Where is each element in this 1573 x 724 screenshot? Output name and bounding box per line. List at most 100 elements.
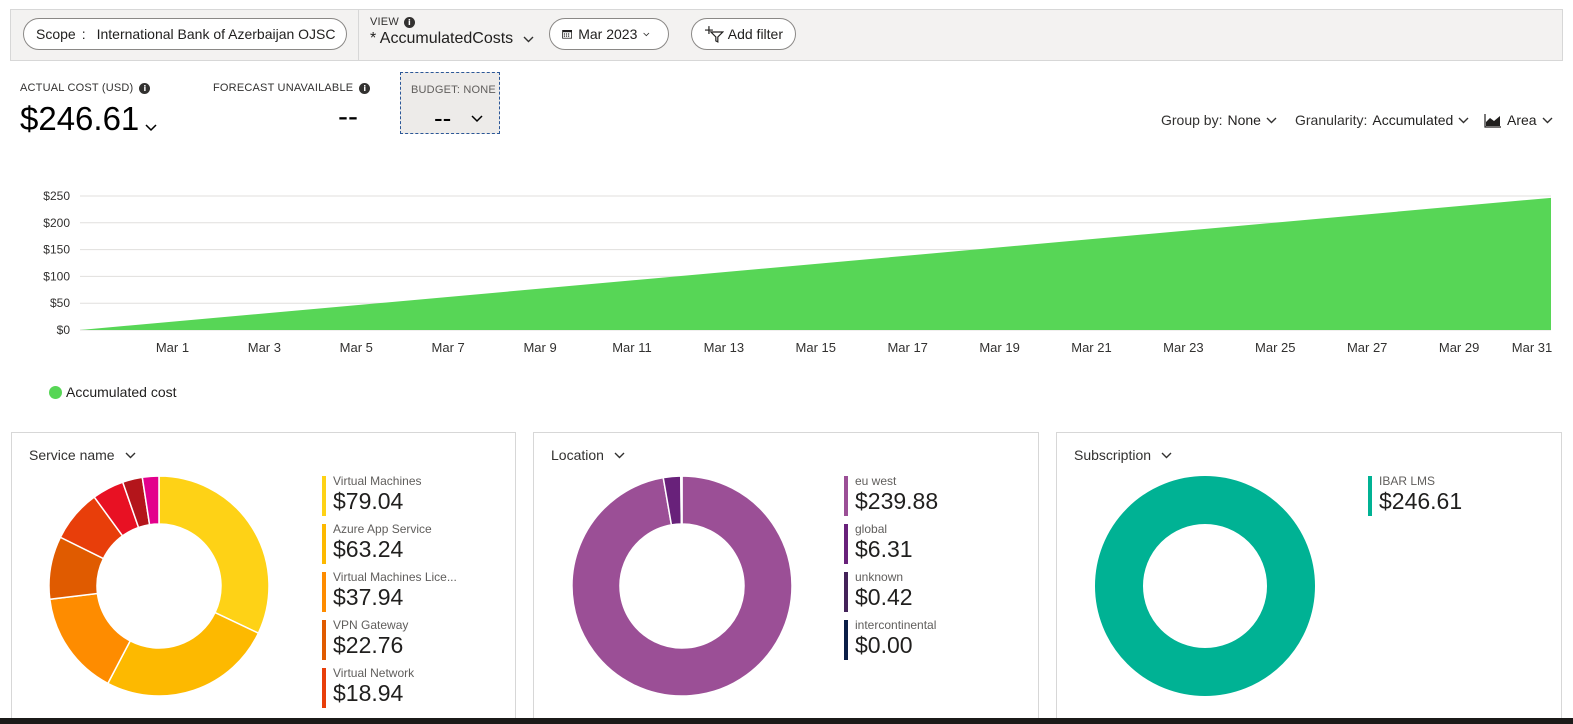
legend-item-value: $63.24 (333, 536, 404, 562)
legend-item-value: $0.42 (855, 584, 913, 610)
chart-type-value: Area (1507, 112, 1537, 128)
chevron-down-icon (125, 452, 136, 458)
budget-kpi-button[interactable]: BUDGET: NONE -- (400, 72, 500, 134)
accumulated-cost-area[interactable] (80, 197, 1551, 330)
add-filter-label: Add filter (727, 26, 783, 42)
legend-color-bar (322, 476, 326, 516)
subscription-legend: IBAR LMS $246.61 (1368, 475, 1462, 523)
subscription-donut (1095, 476, 1315, 696)
chevron-down-icon (1458, 117, 1469, 123)
area-chart-icon (1484, 113, 1501, 128)
legend-item-name: Virtual Machines Lice... (333, 570, 457, 584)
scope-button[interactable]: Scope : International Bank of Azerbaijan… (23, 18, 347, 50)
accumulated-cost-chart: $250 $200 $150 $100 $50 $0 Mar 1 Mar 3 Mar 5 Mar … (43, 189, 1552, 355)
legend-item-value: $18.94 (333, 680, 404, 706)
legend-item[interactable]: intercontinental $0.00 (844, 619, 938, 667)
legend-color-bar (322, 620, 326, 660)
legend-item-value: $0.00 (855, 632, 913, 658)
legend-item[interactable]: Virtual Network $18.94 (322, 667, 457, 715)
legend-item-name: VPN Gateway (333, 618, 409, 632)
forecast-label-row: FORECAST UNAVAILABLE i (213, 82, 371, 94)
subscription-dropdown[interactable]: Subscription (1074, 447, 1172, 463)
legend-color-bar (322, 572, 326, 612)
view-selector[interactable]: VIEW i * AccumulatedCosts (370, 16, 534, 48)
y-tick-label: $50 (50, 296, 70, 310)
card-title: Subscription (1074, 447, 1152, 463)
view-label: VIEW (370, 16, 399, 28)
donut-slice[interactable] (106, 611, 260, 697)
subscription-card: Subscription IBAR LMS $246.61 (1056, 432, 1562, 724)
x-tick-label: Mar 17 (887, 340, 927, 355)
legend-item-name: intercontinental (855, 618, 937, 632)
legend-color-bar (844, 524, 848, 564)
actual-cost-value: $246.61 (20, 100, 140, 137)
budget-value: -- (434, 103, 452, 133)
budget-label: BUDGET: NONE (411, 84, 496, 96)
legend-item[interactable]: Virtual Machines $79.04 (322, 475, 457, 523)
legend-item[interactable]: eu west $239.88 (844, 475, 938, 523)
x-tick-label: Mar 3 (248, 340, 281, 355)
location-donut (571, 475, 793, 697)
legend-color-bar (844, 572, 848, 612)
add-filter-button[interactable]: Add filter (691, 18, 796, 50)
legend-item-name: global (855, 522, 888, 536)
chevron-down-icon (643, 32, 650, 36)
legend-item-value: $22.76 (333, 632, 404, 658)
legend-item-value: $37.94 (333, 584, 404, 610)
x-tick-label: Mar 13 (704, 340, 744, 355)
date-value: Mar 2023 (578, 26, 638, 42)
x-tick-label: Mar 21 (1071, 340, 1111, 355)
add-filter-icon (704, 26, 724, 43)
legend-item[interactable]: unknown $0.42 (844, 571, 938, 619)
chevron-down-icon (1542, 117, 1553, 123)
donut-slice[interactable] (141, 475, 160, 526)
chart-legend[interactable]: Accumulated cost (49, 384, 177, 400)
location-dropdown[interactable]: Location (551, 447, 625, 463)
chevron-down-icon (523, 36, 534, 42)
legend-color-bar (1368, 476, 1372, 516)
legend-item[interactable]: VPN Gateway $22.76 (322, 619, 457, 667)
calendar-icon (562, 30, 573, 39)
command-bar: Scope : International Bank of Azerbaijan… (10, 9, 1563, 61)
legend-item[interactable]: IBAR LMS $246.61 (1368, 475, 1462, 523)
x-tick-label: Mar 11 (612, 340, 652, 355)
card-title: Service name (29, 447, 115, 463)
info-icon: i (359, 82, 371, 94)
legend-dot (49, 385, 62, 399)
donut-slice[interactable] (158, 475, 270, 635)
legend-item[interactable]: Virtual Machines Lice... $37.94 (322, 571, 457, 619)
legend-item-value: $79.04 (333, 488, 404, 514)
actual-cost-kpi[interactable]: ACTUAL COST (USD) i $246.61 (20, 82, 157, 138)
forecast-value: -- (338, 100, 358, 133)
legend-color-bar (322, 668, 326, 708)
legend-item[interactable]: Azure App Service $63.24 (322, 523, 457, 571)
legend-item-name: Virtual Network (333, 666, 415, 680)
legend-item-name: Azure App Service (333, 522, 432, 536)
legend-color-bar (844, 476, 848, 516)
chevron-down-icon (1161, 452, 1172, 458)
window-bottom-edge (0, 718, 1573, 724)
y-tick-label: $100 (43, 269, 70, 283)
donut-slice[interactable] (571, 475, 793, 697)
granularity-dropdown[interactable]: Granularity: Accumulated (1295, 112, 1469, 128)
legend-item[interactable]: global $6.31 (844, 523, 938, 571)
granularity-value: Accumulated (1372, 112, 1454, 128)
granularity-label: Granularity: (1295, 112, 1368, 128)
chart-type-dropdown[interactable]: Area (1484, 112, 1553, 128)
y-tick-label: $250 (43, 189, 70, 203)
donut-slice[interactable] (680, 475, 683, 525)
y-tick-label: $150 (43, 243, 70, 257)
legend-item-name: eu west (855, 474, 897, 488)
chevron-down-icon (1266, 117, 1277, 123)
x-tick-label: Mar 27 (1347, 340, 1387, 355)
service-name-card: Service name Virtual Machines $79.04 Azure… (11, 432, 516, 724)
donut-slice[interactable] (1095, 476, 1315, 696)
x-tick-label: Mar 7 (432, 340, 465, 355)
legend-item-name: unknown (855, 570, 904, 584)
y-tick-label: $0 (57, 323, 71, 337)
service-name-legend: Virtual Machines $79.04 Azure App Service $… (322, 475, 457, 715)
service-name-dropdown[interactable]: Service name (29, 447, 136, 463)
group-by-dropdown[interactable]: Group by: None (1161, 112, 1277, 128)
date-range-button[interactable]: Mar 2023 (549, 18, 669, 50)
service-name-donut (48, 475, 270, 697)
